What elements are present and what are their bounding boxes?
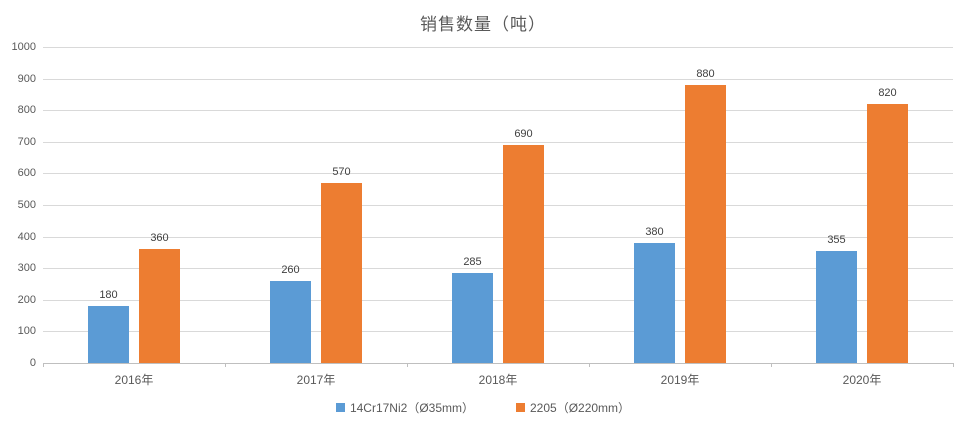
data-label: 180 [99,289,118,302]
legend-label: 2205（Ø220mm） [530,401,631,415]
data-label: 570 [332,165,351,178]
bar-2017年-series-0[interactable] [270,280,311,363]
y-axis-tick-label: 800 [17,104,36,117]
gridline [43,110,953,112]
bar-2016年-series-1[interactable] [139,249,180,363]
gridline [43,47,953,48]
gridline [43,173,953,175]
y-axis-tick-label: 100 [17,325,36,338]
legend-swatch-icon [335,403,345,412]
y-axis-tick-label: 200 [17,293,36,306]
y-axis-tick-label: 500 [17,199,36,211]
gridline [43,331,953,333]
bar-2018年-series-1[interactable] [503,144,544,363]
bar-2019年-series-1[interactable] [685,84,726,363]
bar-2016年-series-0[interactable] [88,306,129,363]
data-label: 820 [878,86,897,99]
gridline [43,141,953,143]
x-axis-tick [43,363,44,367]
bar-2018年-series-0[interactable] [452,272,493,363]
y-axis-tick-label: 1000 [11,41,36,53]
data-label: 380 [645,225,664,238]
y-axis-tick-label: 400 [17,230,36,243]
x-axis-category-label: 2016年 [114,373,154,387]
gridline [43,205,953,206]
legend-label: 14Cr17Ni2（Ø35mm） [349,401,474,415]
bar-2020年-series-0[interactable] [816,250,857,363]
gridline [43,268,953,270]
x-axis-category-label: 2019年 [660,373,700,387]
gridline [43,299,953,301]
gridline [43,236,953,238]
legend-item-series-0[interactable]: 14Cr17Ni2（Ø35mm） [335,399,474,416]
legend: 14Cr17Ni2（Ø35mm） 2205（Ø220mm） [0,399,966,416]
y-axis-tick-label: 700 [17,135,36,148]
x-axis-category-label: 2020年 [842,373,882,387]
data-label: 285 [463,255,482,268]
x-axis-line [43,363,953,364]
bar-2020年-series-1[interactable] [867,103,908,363]
y-axis-tick-label: 600 [17,167,36,180]
data-label: 355 [827,233,846,246]
x-axis-tick [953,363,954,367]
x-axis-tick [225,363,226,367]
legend-item-series-1[interactable]: 2205（Ø220mm） [516,399,630,416]
chart-title: 销售数量（吨） [420,15,546,34]
bar-2017年-series-1[interactable] [321,182,362,363]
data-label: 690 [514,127,533,140]
data-label: 880 [696,67,715,80]
x-axis-tick [589,363,590,367]
data-label: 360 [150,232,169,245]
x-axis-category-label: 2017年 [296,373,336,387]
y-axis-tick-label: 300 [17,262,36,275]
legend-swatch-icon [516,403,525,412]
x-axis-tick [407,363,408,367]
y-axis-tick-label: 900 [17,72,36,85]
data-label: 260 [281,263,300,276]
y-axis-tick-label: 0 [29,357,36,369]
x-axis-category-label: 2018年 [478,373,518,387]
bar-2019年-series-0[interactable] [634,242,675,363]
gridline [43,78,953,80]
x-axis-tick [771,363,772,367]
